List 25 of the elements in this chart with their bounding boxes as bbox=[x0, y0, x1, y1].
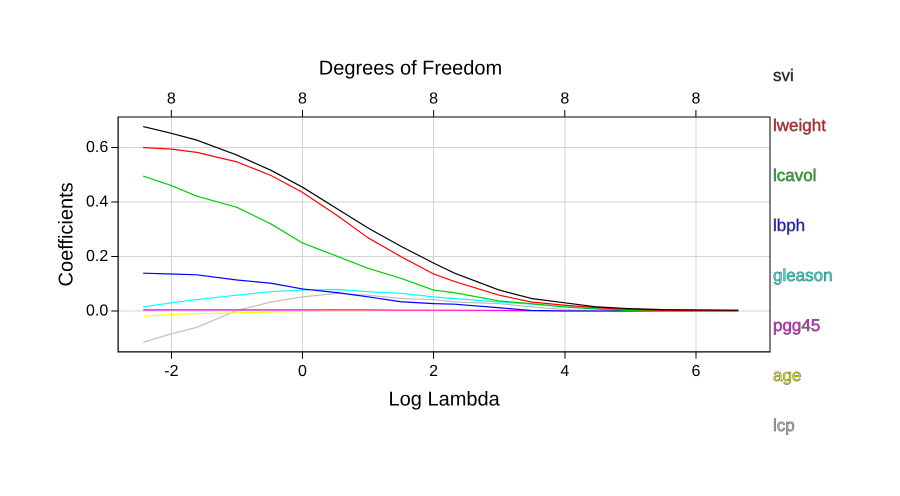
x-tick-label: 2 bbox=[429, 362, 438, 380]
chart-title: Degrees of Freedom bbox=[318, 58, 502, 80]
y-axis-title: Coefficients bbox=[56, 182, 78, 286]
text: lcavol bbox=[773, 165, 818, 187]
text: 8 bbox=[560, 90, 570, 108]
x-tick-label: 6 bbox=[691, 362, 700, 380]
text: 8 bbox=[429, 90, 438, 108]
text: 8 bbox=[691, 90, 700, 108]
x-tick-label: -2 bbox=[164, 362, 179, 380]
text: pgg45 bbox=[773, 315, 822, 337]
text: lcp bbox=[773, 415, 796, 437]
y-tick-label: 0.4 bbox=[86, 194, 108, 211]
y-tick-label: 0.6 bbox=[86, 139, 108, 156]
y-tick-label: 0.0 bbox=[86, 302, 108, 320]
x-tick-label: 4 bbox=[560, 362, 570, 380]
y-tick-label: 0.2 bbox=[86, 248, 108, 265]
text: lbph bbox=[773, 215, 806, 237]
text: 8 bbox=[166, 90, 176, 108]
text: 8 bbox=[298, 90, 308, 108]
text: age bbox=[773, 365, 802, 387]
text: svi bbox=[773, 65, 795, 87]
x-tick-label: 0 bbox=[298, 362, 308, 380]
text: gleason bbox=[773, 265, 834, 287]
text: lweight bbox=[773, 115, 827, 137]
x-axis-title: Log Lambda bbox=[388, 388, 501, 411]
